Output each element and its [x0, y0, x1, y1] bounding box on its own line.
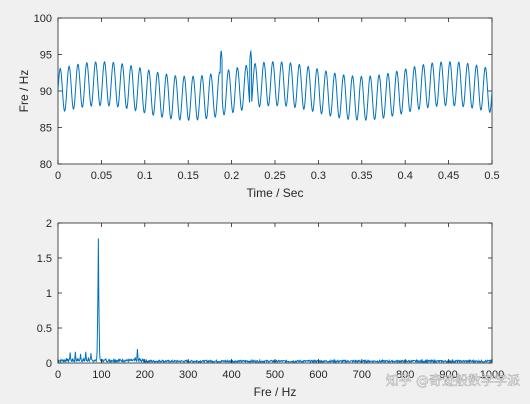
ax1-ytick-label: 95	[40, 50, 52, 62]
time-axis-ylabel: Fre / Hz	[17, 70, 31, 113]
ax1-xtick-label: 0.25	[264, 170, 285, 182]
ax2-xtick-label: 400	[222, 369, 240, 381]
time-axes: 0 0.05 0.1 0.15 0.2 0.25 0.3 0.35 0.4 0.45 0.5 80 8…	[17, 13, 500, 200]
ax2-ytick-label: 0.5	[37, 323, 52, 335]
ax1-ytick-label: 85	[40, 123, 52, 135]
ax2-xtick-label: 500	[266, 369, 284, 381]
ax1-xtick-label: 0	[55, 170, 61, 182]
watermark: 知乎 @奇迹般数学学派	[386, 373, 520, 389]
ax2-ytick-label: 1.5	[37, 253, 52, 265]
ax2-xtick-label: 100	[92, 369, 110, 381]
ax1-xtick-label: 0.1	[137, 170, 152, 182]
ax1-xtick-label: 0.15	[177, 170, 198, 182]
ax2-xtick-label: 1000	[480, 369, 504, 381]
ax2-xtick-label: 700	[353, 369, 371, 381]
ax2-xtick-label: 200	[136, 369, 154, 381]
ax1-xtick-label: 0.05	[91, 170, 112, 182]
ax1-ytick-label: 90	[40, 86, 52, 98]
time-axis-xlabel: Time / Sec	[247, 186, 304, 200]
ax1-xtick-label: 0.2	[224, 170, 239, 182]
frequency-vs-time-series	[57, 49, 493, 122]
ax1-xtick-label: 0.45	[438, 170, 459, 182]
spectrum-axis-xlabel: Fre / Hz	[254, 385, 297, 399]
spectrum-axes: 0 100 200 300 400 500 600 700 800 900 1000 0 0.5 1 1.…	[37, 218, 505, 399]
ax1-xtick-label: 0.5	[484, 170, 499, 182]
ax2-xtick-label: 0	[55, 369, 61, 381]
ax2-ytick-label: 0	[46, 358, 52, 370]
ax2-xtick-label: 800	[396, 369, 414, 381]
ax2-ytick-label: 1	[46, 288, 52, 300]
ax1-xtick-label: 0.35	[351, 170, 372, 182]
ax2-xtick-label: 900	[439, 369, 457, 381]
ax2-xtick-label: 300	[179, 369, 197, 381]
ax1-ytick-label: 80	[40, 159, 52, 171]
ax1-xtick-label: 0.4	[398, 170, 413, 182]
ax2-xtick-label: 600	[309, 369, 327, 381]
ax1-ytick-label: 100	[34, 13, 52, 25]
ax1-xtick-label: 0.3	[311, 170, 326, 182]
spectrum-plot-area	[57, 222, 493, 364]
ax2-ytick-label: 2	[46, 218, 52, 230]
